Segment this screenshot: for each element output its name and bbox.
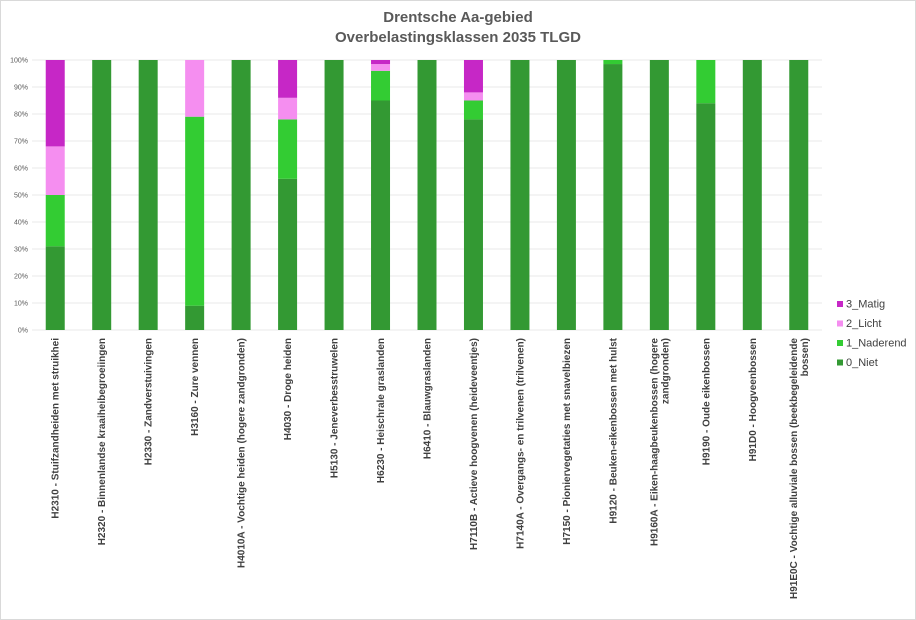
y-tick-label: 50% [14, 193, 28, 200]
x-tick-label-line: H9190 - Oude eikenbossen [701, 338, 712, 465]
bar-segment [463, 60, 483, 93]
x-tick-label-line: H4010A - Vochtige heiden (hogere zandgro… [237, 338, 248, 568]
bar-segment [278, 60, 298, 98]
x-tick-label-line: H2320 - Binnenlandse kraaiheibegroeiinge… [97, 338, 108, 545]
x-tick-label-line: zandgronden) [660, 338, 671, 404]
y-tick-label: 30% [14, 247, 28, 254]
x-tick-label-line: H2330 - Zandverstuivingen [144, 338, 155, 465]
x-tick-label-line: H3160 - Zure vennen [190, 338, 201, 436]
bar-segment [371, 64, 391, 71]
bar-segment [463, 100, 483, 120]
bar-segment [231, 60, 251, 330]
bar-segment [278, 97, 298, 120]
x-tick-label: H4030 - Droge heiden [283, 338, 294, 440]
bar-segment [603, 60, 623, 65]
x-tick-label-line: H2310 - Stuifzandheiden met struikhei [51, 338, 62, 519]
bar-segment [556, 60, 576, 330]
bar-segment [463, 92, 483, 101]
y-tick-label: 60% [14, 166, 28, 173]
chart-subtitle: Overbelastingsklassen 2035 TLGD [335, 29, 581, 46]
bar-segment [649, 60, 669, 330]
x-tick-label-line: H7140A - Overgangs- en trilvenen (trilve… [515, 338, 526, 549]
y-tick-label: 100% [10, 58, 28, 65]
bar-segment [603, 64, 623, 331]
x-tick-label-line: H91E0C - Vochtige alluviale bossen (beek… [789, 338, 800, 599]
legend-label: 1_Naderend [846, 338, 907, 350]
bar-segment [696, 103, 716, 330]
y-tick-label: 10% [14, 301, 28, 308]
bar-segment [185, 305, 205, 330]
bar-segment [185, 116, 205, 306]
x-tick-label-line: H5130 - Jeneverbesstruwelen [330, 338, 341, 478]
bar-segment [510, 60, 530, 330]
y-tick-label: 80% [14, 112, 28, 119]
x-tick-label: H3160 - Zure vennen [190, 338, 201, 436]
legend-label: 0_Niet [846, 357, 878, 369]
bar-segment [278, 119, 298, 179]
legend-swatch [837, 301, 843, 307]
bar-segment [371, 70, 391, 101]
x-tick-label: H91E0C - Vochtige alluviale bossen (beek… [789, 338, 811, 599]
bar-segment [371, 100, 391, 330]
y-tick-label: 20% [14, 274, 28, 281]
bar-segment [371, 60, 391, 65]
y-tick-label: 90% [14, 85, 28, 92]
x-tick-label: H4010A - Vochtige heiden (hogere zandgro… [237, 338, 248, 568]
y-tick-label: 70% [14, 139, 28, 146]
x-tick-label-line: H6230 - Heischrale graslanden [376, 338, 387, 483]
x-tick-label: H9120 - Beuken-eikenbossen met hulst [608, 337, 619, 523]
bar-segment [45, 246, 65, 330]
x-tick-label: H91D0 - Hoogveenbossen [748, 338, 759, 461]
x-tick-label: H2310 - Stuifzandheiden met struikhei [51, 338, 62, 519]
bar-segment [92, 60, 112, 330]
y-axis-ticks: 0% 10% 20% 30% 40% 50% 60% 70% 80% 90% 100% [10, 58, 28, 335]
bar-segment [696, 60, 716, 104]
x-tick-label-line: H9160A - Eiken-haagbeukenbossen (hogere [649, 338, 660, 546]
x-tick-label-line: H7110B - Actieve hoogvenen (heideveentje… [469, 338, 480, 550]
x-tick-label-line: bossen) [800, 338, 811, 376]
x-tick-label-line: H91D0 - Hoogveenbossen [748, 338, 759, 461]
x-tick-label: H2330 - Zandverstuivingen [144, 338, 155, 465]
chart-title-block: Drentsche Aa-gebied Overbelastingsklasse… [0, 8, 916, 48]
x-tick-label: H6230 - Heischrale graslanden [376, 338, 387, 483]
x-tick-label: H9190 - Oude eikenbossen [701, 338, 712, 465]
bar-segment [278, 178, 298, 330]
x-tick-label: H9160A - Eiken-haagbeukenbossen (hogere z… [649, 338, 671, 546]
bar-segment [417, 60, 437, 330]
y-tick-label: 40% [14, 220, 28, 227]
bars [45, 60, 809, 331]
bar-segment [45, 60, 65, 147]
legend: 3_Matig 2_Licht 1_Naderend 0_Niet [837, 299, 907, 369]
legend-label: 2_Licht [846, 318, 881, 330]
x-tick-label: H5130 - Jeneverbesstruwelen [330, 338, 341, 478]
x-tick-label-line: H7150 - Pioniervegetaties met snavelbiez… [562, 338, 573, 545]
bar-segment [45, 195, 65, 247]
bar-segment [463, 119, 483, 331]
x-tick-label: H2320 - Binnenlandse kraaiheibegroeiinge… [97, 338, 108, 545]
x-axis-labels: H2310 - Stuifzandheiden met struikhei H23… [51, 337, 811, 599]
x-tick-label: H7110B - Actieve hoogvenen (heideveentje… [469, 338, 480, 550]
legend-swatch [837, 320, 843, 327]
bar-segment [324, 60, 344, 330]
y-tick-label: 0% [18, 328, 28, 335]
bar-segment [789, 60, 809, 330]
bar-segment [45, 146, 65, 195]
x-tick-label-line: H4030 - Droge heiden [283, 338, 294, 440]
legend-label: 3_Matig [846, 299, 885, 311]
bar-segment [185, 60, 205, 117]
bar-segment [138, 60, 158, 330]
x-tick-label: H6410 - Blauwgraslanden [423, 338, 434, 459]
legend-swatch [837, 359, 843, 366]
chart-title: Drentsche Aa-gebied [383, 9, 533, 26]
x-tick-label: H7140A - Overgangs- en trilvenen (trilve… [515, 338, 526, 549]
x-tick-label-line: H9120 - Beuken-eikenbossen met hulst [608, 337, 619, 523]
x-tick-label: H7150 - Pioniervegetaties met snavelbiez… [562, 338, 573, 545]
bar-segment [742, 60, 762, 330]
legend-swatch [837, 340, 843, 346]
x-tick-label-line: H6410 - Blauwgraslanden [423, 338, 434, 459]
